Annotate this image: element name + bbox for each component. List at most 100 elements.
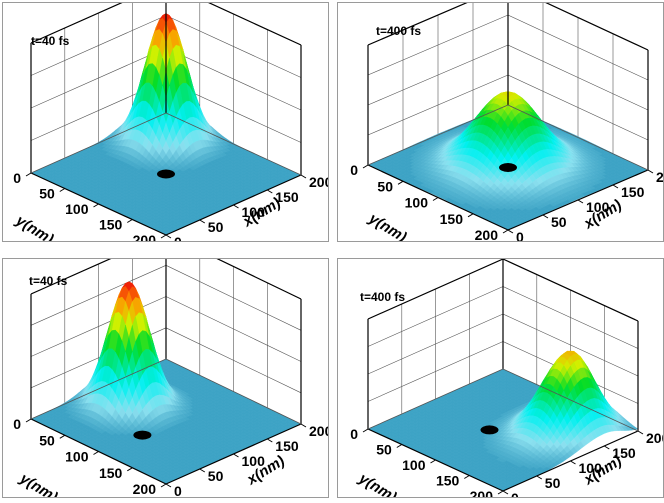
x-tick-mark	[233, 204, 239, 209]
y-tick-label: 50	[377, 178, 393, 194]
wall-grid-line	[165, 15, 302, 78]
x-tick-label: 150	[621, 184, 645, 200]
surface-plot-2: 050100150200050100150200 t=400 fs y(nm) …	[350, 3, 663, 241]
marker-layer	[133, 430, 152, 440]
wall-grid-line	[502, 286, 639, 349]
wall-grid-line	[30, 15, 167, 76]
x-tick-mark	[267, 189, 273, 194]
y-tick-mark	[59, 434, 66, 439]
y-tick-mark	[432, 197, 439, 201]
wall-grid-line	[367, 14, 509, 76]
y-tick-label: 50	[39, 432, 55, 448]
position-marker	[157, 169, 175, 179]
x-tick-label: 0	[174, 483, 182, 497]
x-tick-mark	[300, 174, 307, 179]
wall-grid-line	[367, 74, 509, 136]
y-tick-mark	[127, 467, 133, 472]
wall-grid-line	[367, 313, 504, 375]
box-edge	[30, 112, 167, 174]
y-tick-mark	[502, 229, 509, 234]
box-edge	[165, 358, 302, 425]
box-edge	[367, 104, 509, 166]
surface-plot-3: 050100150200050100150200 t=40 fs y(nm) x…	[13, 259, 328, 497]
x-tick-label: 200	[309, 174, 328, 190]
box-edge	[30, 358, 167, 420]
surface-plot-panel-2: 050100150200050100150200 t=400 fs y(nm) …	[337, 2, 664, 242]
wall-grid-line	[30, 47, 167, 109]
wall-grid-line	[165, 296, 302, 362]
y-tick-mark	[25, 418, 32, 423]
y-tick-mark	[93, 203, 99, 208]
x-tick-mark	[233, 453, 239, 458]
surface-mesh	[367, 91, 649, 231]
x-tick-mark	[165, 234, 172, 239]
y-tick-mark	[397, 180, 404, 185]
x-tick-label: 100	[586, 199, 610, 215]
y-tick-mark	[93, 451, 99, 455]
y-tick-label: 150	[99, 217, 123, 233]
y-axis-title: y(nm)	[16, 469, 60, 497]
y-tick-label: 100	[405, 195, 429, 211]
y-tick-mark	[160, 234, 167, 239]
y-tick-label: 0	[350, 162, 358, 178]
x-tick-label: 200	[309, 423, 328, 439]
plot-title: t=40 fs	[31, 34, 70, 48]
surface-mesh	[367, 350, 639, 492]
wall-grid-line	[30, 296, 167, 357]
y-tick-label: 0	[13, 170, 21, 186]
box-edge	[507, 104, 649, 171]
wall-grid-line	[507, 14, 649, 81]
tick-labels: 050100150200050100150200	[350, 162, 663, 241]
x-tick-label: 150	[275, 438, 299, 454]
x-tick-label: 0	[516, 229, 524, 241]
surface-mesh	[30, 281, 302, 485]
y-tick-label: 50	[39, 186, 55, 202]
box-edge	[208, 3, 302, 46]
x-tick-mark	[165, 483, 172, 488]
y-tick-label: 150	[99, 465, 123, 481]
x-tick-label: 50	[551, 214, 567, 230]
y-tick-mark	[467, 213, 474, 218]
x-tick-mark	[300, 423, 307, 428]
tick-labels: 050100150200050100150200	[13, 170, 328, 241]
x-tick-label: 50	[208, 468, 224, 484]
x-tick-mark	[647, 169, 654, 174]
x-tick-mark	[199, 219, 206, 224]
plot-title: t=400 fs	[376, 24, 421, 38]
x-tick-mark	[199, 468, 206, 473]
x-tick-mark	[612, 184, 619, 189]
x-tick-label: 0	[174, 234, 182, 241]
x-tick-label: 100	[242, 453, 266, 469]
box-edge	[367, 3, 468, 46]
y-tick-label: 200	[133, 481, 157, 497]
surface-mesh	[30, 13, 302, 236]
surface-plot-panel-4: 050100150200050100150200 t=400 fs y(nm) …	[337, 258, 664, 498]
plot-title: t=40 fs	[29, 274, 68, 288]
wall-grid-line	[165, 47, 302, 111]
marker-layer	[157, 169, 175, 179]
x-tick-label: 200	[656, 169, 663, 185]
x-tick-mark	[577, 199, 584, 204]
y-tick-mark	[127, 219, 133, 223]
y-axis-title: y(nm)	[365, 209, 409, 241]
box-edge	[30, 259, 112, 295]
wall-grid-line	[367, 286, 504, 347]
wall-grid-line	[367, 341, 504, 402]
y-tick-label: 200	[475, 227, 499, 241]
wall-grid-line	[507, 44, 649, 111]
y-axis-title: y(nm)	[12, 211, 56, 241]
x-tick-mark	[507, 229, 514, 234]
marker-layer	[499, 163, 517, 172]
y-tick-label: 100	[65, 449, 89, 465]
x-tick-mark	[267, 438, 273, 443]
wall-grid-line	[502, 313, 639, 377]
wall-grid-line	[367, 44, 509, 106]
wall-grid-line	[30, 265, 167, 326]
wall-grid-line	[165, 265, 302, 331]
surface-plot-panel-3: 050100150200050100150200 t=40 fs y(nm) x…	[2, 258, 329, 498]
y-tick-label: 100	[65, 201, 89, 217]
x-tick-label: 100	[242, 204, 266, 220]
x-tick-label: 150	[275, 189, 299, 205]
y-tick-mark	[59, 188, 66, 192]
box-edge	[216, 259, 302, 300]
